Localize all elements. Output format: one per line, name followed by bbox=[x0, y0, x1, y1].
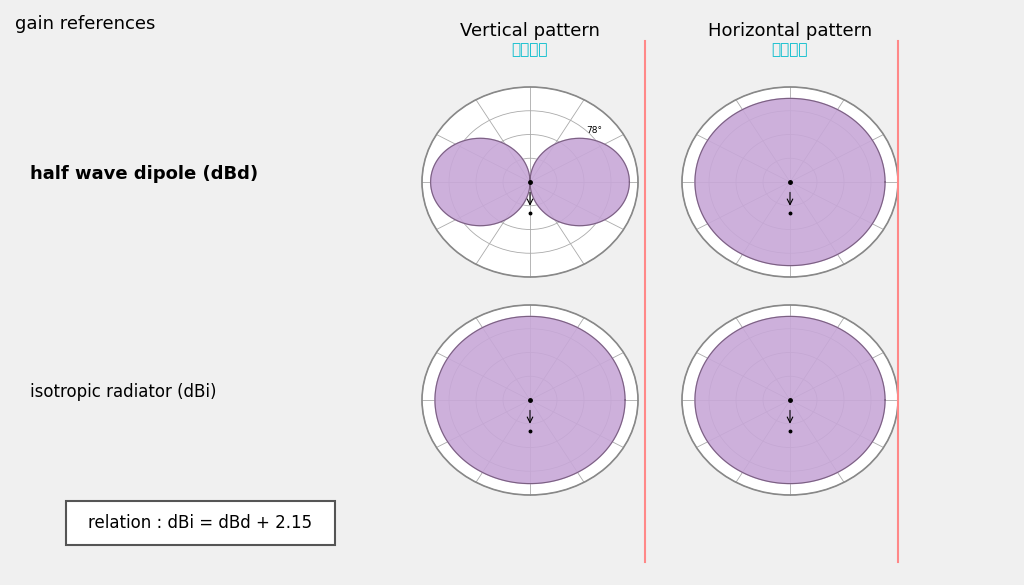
Text: gain references: gain references bbox=[15, 15, 156, 33]
Ellipse shape bbox=[422, 87, 638, 277]
Ellipse shape bbox=[682, 87, 898, 277]
Ellipse shape bbox=[682, 305, 898, 495]
Polygon shape bbox=[435, 316, 625, 484]
Text: 水平图案: 水平图案 bbox=[772, 42, 808, 57]
Polygon shape bbox=[695, 98, 885, 266]
Text: isotropic radiator (dBi): isotropic radiator (dBi) bbox=[30, 383, 216, 401]
FancyBboxPatch shape bbox=[66, 501, 335, 545]
Text: Horizontal pattern: Horizontal pattern bbox=[708, 22, 872, 40]
Text: 78°: 78° bbox=[586, 126, 602, 135]
Polygon shape bbox=[695, 316, 885, 484]
Polygon shape bbox=[431, 138, 630, 226]
Text: 垂直图案: 垂直图案 bbox=[512, 42, 548, 57]
Ellipse shape bbox=[422, 305, 638, 495]
Text: relation : dBi = dBd + 2.15: relation : dBi = dBd + 2.15 bbox=[88, 514, 312, 532]
Text: half wave dipole (dBd): half wave dipole (dBd) bbox=[30, 165, 258, 183]
Text: Vertical pattern: Vertical pattern bbox=[460, 22, 600, 40]
